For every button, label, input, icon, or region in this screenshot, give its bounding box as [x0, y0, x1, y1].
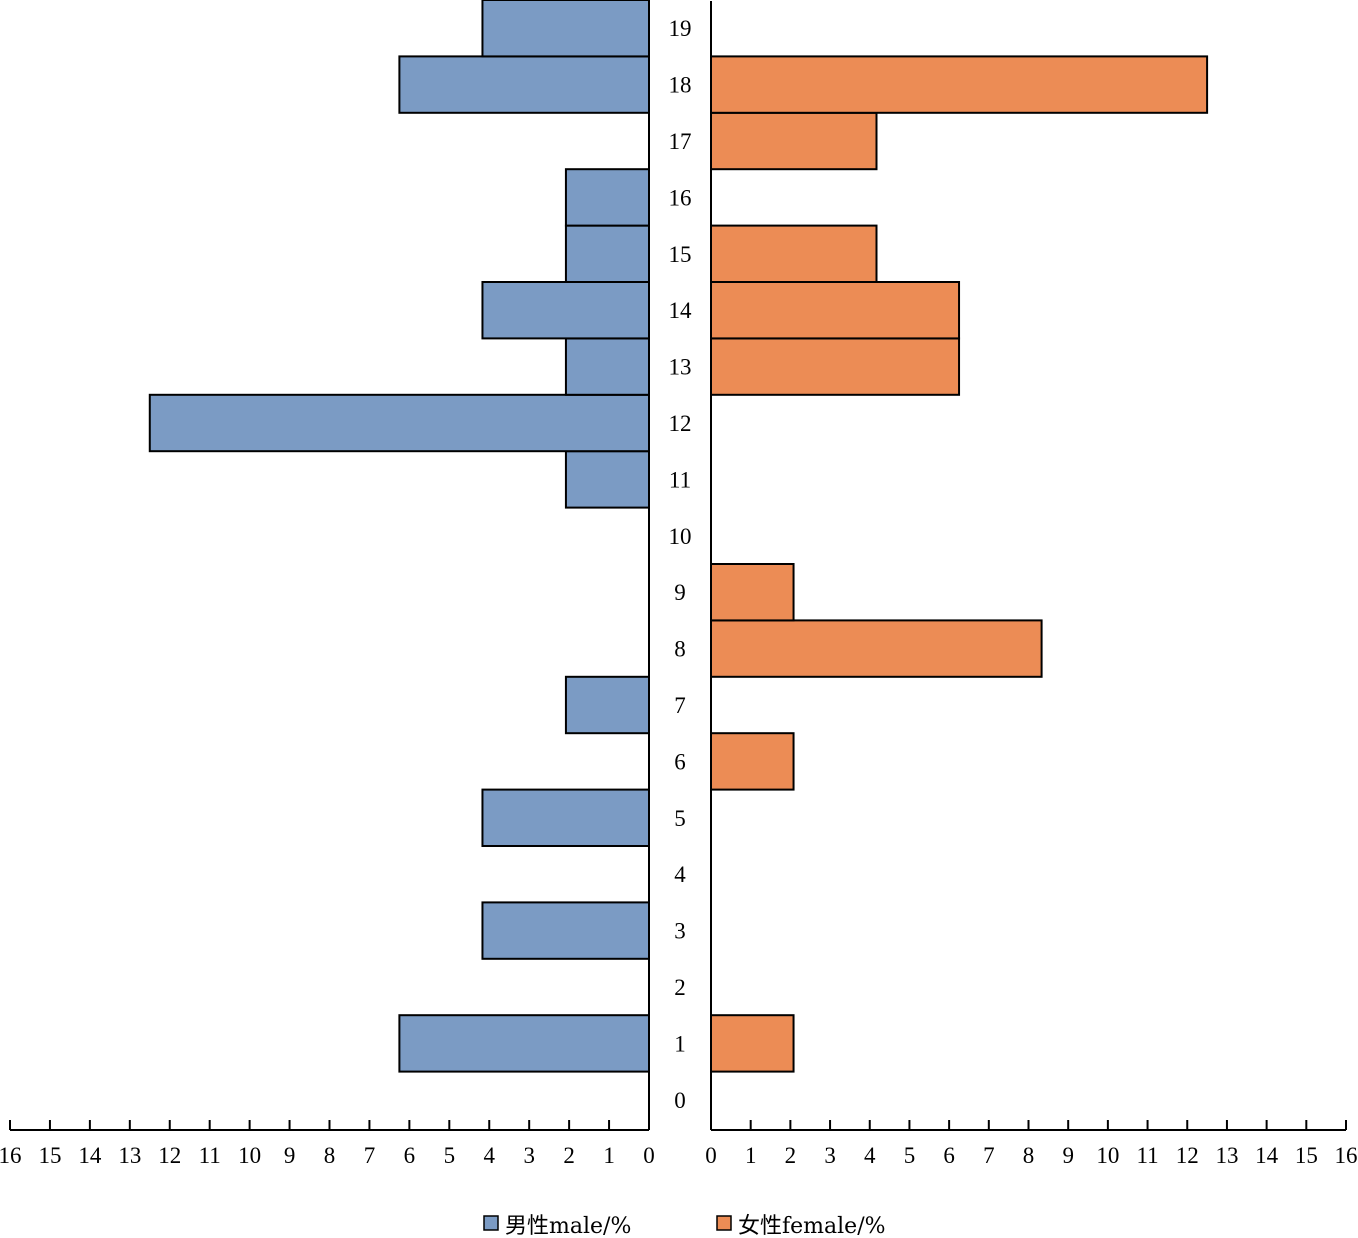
male-tick-label-8: 8: [324, 1143, 336, 1168]
age-label-16: 16: [669, 185, 692, 210]
male-tick-label-2: 2: [563, 1143, 575, 1168]
bar-male-age-14: [481, 281, 650, 340]
female-bars: [710, 55, 1209, 1073]
male-tick-label-3: 3: [523, 1143, 535, 1168]
bar-female-age-15: [710, 224, 878, 284]
age-label-11: 11: [669, 467, 691, 492]
male-tick-label-6: 6: [404, 1143, 416, 1168]
bar-female-age-8: [710, 619, 1043, 678]
age-label-14: 14: [669, 298, 693, 323]
female-tick-label-11: 11: [1136, 1143, 1158, 1168]
age-label-15: 15: [669, 242, 692, 267]
male-tick-label-1: 1: [603, 1143, 615, 1168]
age-label-9: 9: [674, 580, 686, 605]
female-tick-label-14: 14: [1255, 1143, 1279, 1168]
male-tick-label-5: 5: [444, 1143, 456, 1168]
bar-female-age-18: [710, 55, 1209, 114]
bar-male-age-3: [481, 901, 650, 960]
bar-male-age-11: [564, 450, 650, 509]
male-tick-label-11: 11: [199, 1143, 221, 1168]
female-tick-label-16: 16: [1335, 1143, 1358, 1168]
male-tick-label-9: 9: [284, 1143, 296, 1168]
age-label-17: 17: [669, 129, 692, 154]
bar-male-age-18: [398, 55, 650, 114]
bar-male-age-19: [481, 0, 650, 58]
bar-female-age-6: [710, 732, 795, 791]
bar-male-age-7: [564, 675, 650, 735]
male-tick-label-12: 12: [158, 1143, 181, 1168]
female-tick-label-8: 8: [1023, 1143, 1035, 1168]
age-label-19: 19: [669, 16, 692, 41]
female-tick-label-0: 0: [705, 1143, 717, 1168]
female-tick-label-6: 6: [943, 1143, 955, 1168]
age-label-7: 7: [674, 693, 686, 718]
legend: 男性male/% 女性female/%: [483, 1214, 886, 1238]
male-tick-label-16: 16: [0, 1143, 22, 1168]
bar-female-age-1: [710, 1014, 795, 1073]
male-tick-label-10: 10: [238, 1143, 261, 1168]
female-tick-label-9: 9: [1062, 1143, 1074, 1168]
age-label-18: 18: [669, 73, 692, 98]
age-label-10: 10: [669, 524, 692, 549]
male-tick-label-0: 0: [643, 1143, 655, 1168]
bar-male-age-16: [564, 168, 650, 227]
bar-male-age-15: [564, 224, 650, 284]
age-label-13: 13: [669, 355, 692, 380]
female-tick-label-10: 10: [1096, 1143, 1119, 1168]
male-tick-label-13: 13: [118, 1143, 141, 1168]
bar-female-age-14: [710, 281, 961, 340]
bar-male-age-5: [481, 788, 650, 847]
bar-male-age-12: [148, 393, 650, 453]
age-label-2: 2: [674, 975, 686, 1000]
age-label-1: 1: [674, 1031, 686, 1056]
legend-male-swatch: [483, 1215, 499, 1231]
bar-female-age-17: [710, 111, 878, 171]
bar-female-age-13: [710, 337, 961, 396]
age-label-3: 3: [674, 919, 686, 944]
age-label-8: 8: [674, 637, 686, 662]
x-tick-labels: 16 15 14 13 12 11 10 9 8 7 6 5 4 3 2 1 0 0 1 2 3 4 5 6 7 8 9 10 11 12…: [0, 1120, 1358, 1168]
bar-male-age-13: [564, 337, 650, 396]
axes: [10, 1, 1346, 1131]
female-tick-label-7: 7: [983, 1143, 995, 1168]
age-label-0: 0: [674, 1088, 686, 1113]
age-label-6: 6: [674, 749, 686, 774]
male-bars: [148, 0, 650, 1073]
male-tick-label-4: 4: [484, 1143, 496, 1168]
female-tick-label-3: 3: [824, 1143, 836, 1168]
female-tick-label-15: 15: [1295, 1143, 1318, 1168]
bar-male-age-1: [398, 1014, 650, 1073]
female-tick-label-4: 4: [864, 1143, 876, 1168]
female-tick-label-2: 2: [785, 1143, 797, 1168]
age-label-12: 12: [669, 411, 692, 436]
male-tick-label-15: 15: [38, 1143, 61, 1168]
age-label-4: 4: [674, 862, 686, 887]
female-tick-label-5: 5: [904, 1143, 916, 1168]
age-label-5: 5: [674, 806, 686, 831]
female-tick-label-12: 12: [1176, 1143, 1199, 1168]
male-tick-label-14: 14: [78, 1143, 102, 1168]
legend-female-swatch: [716, 1215, 732, 1231]
female-tick-label-1: 1: [745, 1143, 757, 1168]
bar-female-age-9: [710, 563, 795, 622]
legend-male-label: 男性male/%: [505, 1214, 631, 1238]
male-tick-label-7: 7: [364, 1143, 376, 1168]
legend-female-label: 女性female/%: [738, 1214, 886, 1238]
female-tick-label-13: 13: [1215, 1143, 1238, 1168]
